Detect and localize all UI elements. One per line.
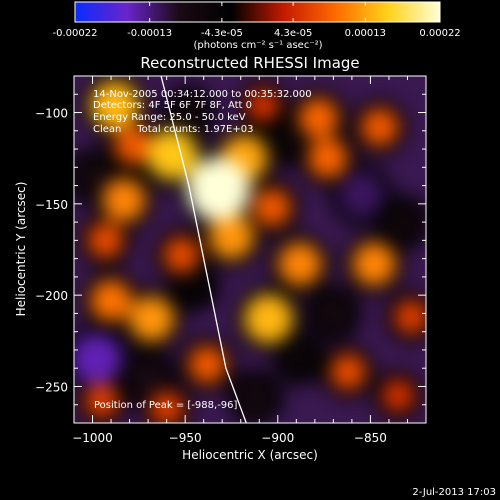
annotation-time-range: 14-Nov-2005 00:34:12.000 to 00:35:32.000 [93, 89, 312, 100]
heatmap-source-positive [146, 128, 198, 181]
annotation-peak-position: Position of Peak = [-988,-96] [94, 400, 238, 411]
heatmap-source-positive [307, 138, 348, 179]
solar-limb-curve [160, 76, 247, 423]
x-axis-tick-label: −850 [354, 431, 387, 445]
colorbar-tick-label: 4.3e-05 [274, 28, 312, 39]
heatmap-source-negative [273, 122, 309, 158]
x-axis-label: Heliocentric X (arcsec) [182, 448, 318, 462]
colorbar: -0.00022 -0.00013 -4.3e-05 4.3e-05 0.00013 0.… [53, 1, 461, 51]
y-axis-tick-label: −100 [35, 107, 68, 121]
plot-frame [73, 75, 427, 424]
colorbar-strip [75, 2, 440, 22]
heatmap-source-positive [246, 88, 280, 122]
image-annotations: 14-Nov-2005 00:34:12.000 to 00:35:32.000… [93, 89, 312, 411]
colorbar-tick-label: -4.3e-05 [201, 28, 243, 39]
heatmap-source-negative [127, 357, 169, 398]
heatmap-source-negative [177, 269, 211, 303]
heatmap-source-negative [74, 157, 112, 196]
heatmap-source-positive [188, 345, 227, 384]
heatmap-source-negative [170, 94, 208, 131]
y-axis-tick-label: −250 [35, 380, 68, 394]
y-axis: −100 −150 −200 −250 [35, 75, 426, 424]
heatmap-source-positive [243, 294, 294, 344]
colorbar-unit-label: (photons cm⁻² s⁻¹ asec⁻²) [193, 40, 322, 51]
colorbar-tick-label: -0.00022 [53, 28, 98, 39]
timestamp: 2-Jul-2013 17:03 [412, 487, 496, 498]
heatmap-source-positive [84, 383, 120, 419]
x-axis: −1000 −950 −900 −850 [72, 76, 427, 445]
heatmap-source-positive [90, 80, 140, 130]
heatmap-source-positive [163, 236, 200, 274]
heatmap-source-positive [352, 242, 397, 287]
heatmap-source-positive [128, 295, 175, 342]
annotation-clean-counts: Clean Total counts: 1.97E+03 [93, 124, 253, 135]
colorbar-tick-label: -0.00013 [127, 28, 172, 39]
heatmap-source-positive [252, 188, 292, 227]
heatmap-source-positive [149, 390, 185, 423]
heatmap-source-positive [329, 353, 367, 391]
heatmap-source-positive [89, 279, 133, 322]
chart-title: Reconstructed RHESSI Image [140, 54, 359, 72]
heatmap-source-negative [236, 378, 275, 417]
x-axis-tick-label: −900 [261, 431, 294, 445]
y-axis-tick-label: −200 [35, 289, 68, 303]
heatmap-source-positive [87, 222, 124, 259]
heatmap-source-positive [114, 126, 153, 165]
heatmap-source-positive [360, 107, 399, 147]
heatmap-source-positive [186, 157, 251, 222]
heatmap-source-negative [282, 341, 318, 377]
heatmap-sources [74, 76, 426, 423]
y-axis-tick-label: −150 [35, 198, 68, 212]
heatmap-source-positive [208, 213, 255, 260]
heatmap-source-negative [314, 294, 353, 333]
heatmap-source-negative [338, 171, 385, 218]
x-axis-tick-label: −1000 [72, 431, 113, 445]
x-axis-tick-label: −950 [169, 431, 202, 445]
heatmap-source-positive [298, 97, 339, 139]
colorbar-frame [74, 1, 441, 23]
heatmap-source-positive [278, 242, 323, 287]
annotation-energy-range: Energy Range: 25.0 - 50.0 keV [93, 112, 246, 123]
colorbar-ticks: -0.00022 -0.00013 -4.3e-05 4.3e-05 0.00013 0.… [53, 2, 461, 39]
heatmap-source-positive [393, 299, 426, 335]
heatmap-source-negative [385, 203, 423, 241]
colorbar-tick-label: 0.00013 [345, 28, 386, 39]
heatmap-image [74, 76, 426, 423]
annotation-detectors: Detectors: 4F 5F 6F 7F 8F, Att 0 [93, 100, 252, 111]
colorbar-tick-label: 0.00022 [419, 28, 460, 39]
heatmap-source-negative [74, 333, 122, 385]
heatmap-source-positive [381, 379, 415, 413]
heatmap-source-positive [102, 178, 147, 223]
y-axis-label: Heliocentric Y (arcsec) [14, 182, 28, 317]
